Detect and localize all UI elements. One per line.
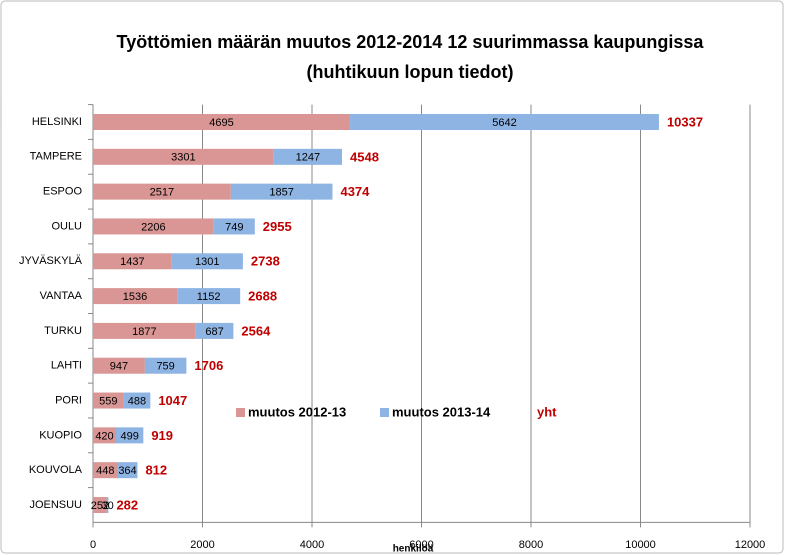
total-label: 4374 (340, 184, 370, 199)
bar-segment (115, 427, 144, 444)
bar-segment (93, 427, 116, 444)
value-label: 488 (128, 395, 146, 407)
bar-segment (273, 148, 343, 165)
bar-segment (93, 288, 178, 305)
value-label: 1247 (296, 152, 320, 164)
value-label: 499 (120, 430, 138, 442)
bar-segment (117, 462, 138, 479)
total-label: 2564 (241, 323, 271, 338)
value-label: 364 (118, 465, 136, 477)
value-label: 1877 (132, 326, 156, 338)
value-label: 5642 (492, 117, 516, 129)
total-label: 919 (151, 428, 173, 443)
value-label: 420 (95, 430, 113, 442)
legend-swatch (380, 408, 389, 417)
bar-segment (195, 322, 234, 339)
value-label: 1152 (197, 291, 221, 303)
x-tick-label: 2000 (190, 539, 214, 551)
total-label: 2738 (251, 254, 280, 269)
total-label: 812 (145, 463, 167, 478)
y-tick-label: TAMPERE (30, 151, 82, 163)
x-tick-label: 12000 (735, 539, 766, 551)
value-label: 1536 (123, 291, 147, 303)
y-tick-label: ESPOO (43, 186, 83, 198)
y-tick-label: VANTAA (40, 290, 83, 302)
total-label: 2955 (263, 219, 292, 234)
x-tick-label: 6000 (409, 539, 433, 551)
value-label: 1437 (120, 256, 144, 268)
bar-segment (93, 496, 107, 513)
value-label: 759 (156, 361, 174, 373)
value-label: 559 (99, 395, 117, 407)
y-tick-label: TURKU (44, 325, 82, 337)
chart-title: Työttömien määrän muutos 2012-2014 12 su… (117, 32, 705, 52)
legend-label: muutos 2013-14 (392, 404, 491, 419)
value-label: 252 (91, 500, 109, 512)
legend-swatch (236, 408, 245, 417)
chart-subtitle: (huhtikuun lopun tiedot) (307, 62, 514, 82)
y-tick-label: PORI (55, 394, 82, 406)
value-label: 749 (225, 221, 243, 233)
y-tick-label: OULU (51, 220, 82, 232)
total-label: 282 (116, 497, 138, 512)
x-tick-label: 8000 (519, 539, 543, 551)
y-tick-label: HELSINKI (32, 116, 82, 128)
bar-segment (93, 392, 124, 409)
y-tick-label: LAHTI (51, 360, 82, 372)
y-tick-label: JYVÄSKYLÄ (19, 255, 83, 267)
total-label: 2688 (248, 289, 277, 304)
legend-label: muutos 2012-13 (248, 404, 346, 419)
bar-segment (93, 462, 118, 479)
bar-segment (93, 114, 351, 131)
bar-segment (123, 392, 151, 409)
legend-label: yht (537, 404, 557, 419)
y-tick-label: JOENSUU (29, 499, 82, 511)
x-axis-label: henkilöä (393, 544, 434, 555)
value-label: 3301 (171, 152, 195, 164)
total-label: 10337 (667, 114, 703, 129)
bar-segment (230, 183, 333, 200)
bar-segment (93, 357, 145, 374)
y-tick-label: KOUVOLA (29, 464, 83, 476)
value-label: 1301 (195, 256, 219, 268)
x-tick-label: 10000 (625, 539, 656, 551)
value-label: 947 (110, 361, 128, 373)
bar-segment (106, 496, 109, 513)
value-label: 4695 (209, 117, 233, 129)
value-label: 687 (205, 326, 223, 338)
bar-segment (144, 357, 187, 374)
value-label: 2517 (150, 187, 174, 199)
bar-segment (213, 218, 255, 235)
bar-segment (93, 218, 214, 235)
bar-segment (177, 288, 241, 305)
y-tick-label: KUOPIO (39, 429, 82, 441)
x-tick-label: 0 (90, 539, 96, 551)
value-label: 448 (96, 465, 114, 477)
bar-segment (350, 114, 659, 131)
value-label: 30 (101, 500, 113, 512)
total-label: 4548 (350, 149, 379, 164)
bar-segment (93, 183, 231, 200)
bar-segment (93, 148, 274, 165)
value-label: 1857 (269, 187, 293, 199)
value-label: 2206 (141, 221, 165, 233)
x-tick-label: 4000 (300, 539, 324, 551)
bar-segment (93, 322, 196, 339)
bar-segment (93, 253, 172, 270)
bar-segment (171, 253, 243, 270)
total-label: 1047 (158, 393, 187, 408)
total-label: 1706 (194, 358, 223, 373)
